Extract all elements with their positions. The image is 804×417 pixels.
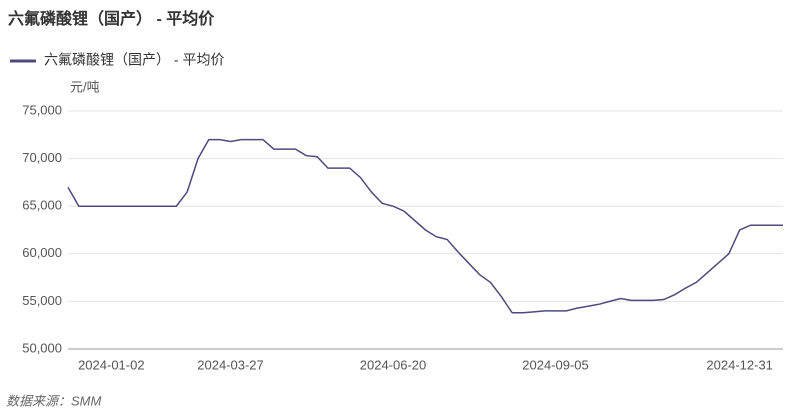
x-tick-label: 2024-12-31 bbox=[706, 357, 773, 372]
x-tick-label: 2024-03-27 bbox=[197, 357, 264, 372]
legend-label[interactable]: 六氟磷酸锂（国产） - 平均价 bbox=[44, 52, 224, 68]
y-tick-label: 70,000 bbox=[22, 150, 62, 165]
y-tick-label: 60,000 bbox=[22, 245, 62, 260]
x-tick-label: 2024-06-20 bbox=[360, 357, 427, 372]
x-tick-label: 2024-09-05 bbox=[522, 357, 589, 372]
x-tick-label: 2024-01-02 bbox=[78, 357, 145, 372]
chart-title: 六氟磷酸锂（国产） - 平均价 bbox=[8, 9, 215, 28]
y-axis-label: 元/吨 bbox=[70, 79, 100, 94]
source: 数据来源：SMM bbox=[6, 393, 102, 408]
y-tick-label: 65,000 bbox=[22, 198, 62, 213]
data-line bbox=[67, 138, 783, 314]
y-tick-label: 55,000 bbox=[22, 293, 62, 308]
y-tick-label: 75,000 bbox=[22, 102, 62, 117]
y-tick-label: 50,000 bbox=[22, 340, 62, 355]
